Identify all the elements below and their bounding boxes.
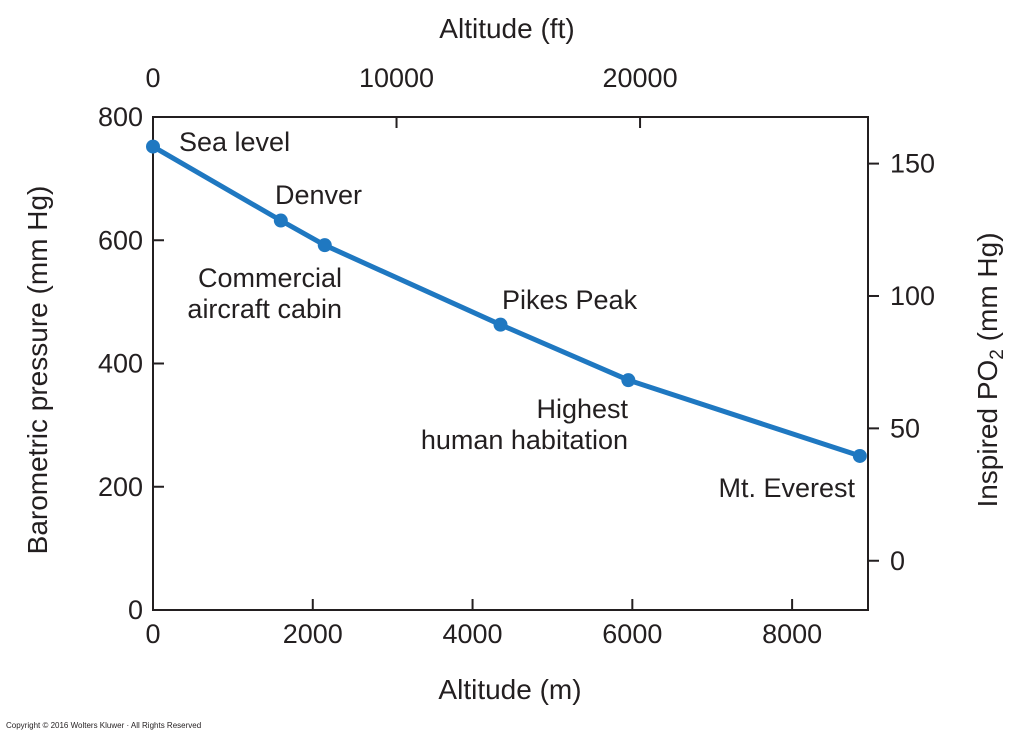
annotation-5-line-0: Mt. Everest — [718, 473, 855, 503]
x2-tick-label-2: 20000 — [603, 63, 678, 93]
x-axis-title: Altitude (m) — [438, 674, 581, 705]
annotation-5: Mt. Everest — [718, 473, 855, 503]
x2-axis-title: Altitude (ft) — [439, 13, 574, 44]
y2-axis-title: Inspired PO2 (mm Hg) — [972, 232, 1008, 507]
annotation-4-line-0: Highest — [536, 394, 628, 424]
data-point-2 — [317, 238, 332, 253]
series-line-0 — [150, 144, 863, 459]
x-tick-label-2: 4000 — [443, 619, 503, 649]
data-point-4 — [621, 373, 636, 388]
x2-tick-label-0: 0 — [145, 63, 160, 93]
annotation-0-line-0: Sea level — [179, 127, 290, 157]
annotations: Sea level Denver Commercial aircraft cabin P… — [179, 127, 855, 503]
y2-axis-title-subscript: 2 — [987, 349, 1008, 360]
y-tick-label-2: 400 — [98, 349, 143, 379]
annotation-3: Pikes Peak — [502, 285, 638, 315]
data-point-3 — [493, 317, 508, 332]
x-tick-label-3: 6000 — [602, 619, 662, 649]
y2-axis-title-main: Inspired PO — [972, 360, 1003, 508]
annotation-1-line-0: Denver — [275, 180, 362, 210]
copyright-notice: Copyright © 2016 Wolters Kluwer · All Ri… — [6, 721, 202, 730]
x-tick-label-4: 8000 — [762, 619, 822, 649]
annotation-2-line-0: Commercial — [198, 263, 342, 293]
y2-tick-label-1: 50 — [890, 413, 920, 443]
annotation-2-line-1: aircraft cabin — [187, 294, 342, 324]
y2-axis-title-unit: (mm Hg) — [972, 232, 1003, 349]
annotation-4: Highest human habitation — [421, 394, 629, 455]
plot-frame — [152, 116, 869, 611]
data-point-1 — [273, 213, 288, 228]
y-tick-label-1: 200 — [98, 472, 143, 502]
y2-tick-label-3: 150 — [890, 149, 935, 179]
data-point-0 — [146, 139, 160, 154]
annotation-1: Denver — [275, 180, 362, 210]
y2-tick-label-0: 0 — [890, 546, 905, 576]
y2-tick-label-2: 100 — [890, 281, 935, 311]
x2-tick-label-1: 10000 — [359, 63, 434, 93]
data-point-5 — [852, 448, 867, 463]
y-tick-label-3: 600 — [98, 225, 143, 255]
tick-marks — [152, 116, 879, 611]
y-axis-title: Barometric pressure (mm Hg) — [22, 186, 53, 555]
annotation-3-line-0: Pikes Peak — [502, 285, 638, 315]
y-tick-label-4: 800 — [98, 102, 143, 132]
y-tick-label-0: 0 — [128, 595, 143, 625]
x-tick-label-0: 0 — [145, 619, 160, 649]
annotation-4-line-1: human habitation — [421, 425, 628, 455]
x-tick-label-1: 2000 — [283, 619, 343, 649]
series-group — [146, 139, 867, 463]
annotation-0: Sea level — [179, 127, 290, 157]
annotation-2: Commercial aircraft cabin — [187, 263, 342, 324]
